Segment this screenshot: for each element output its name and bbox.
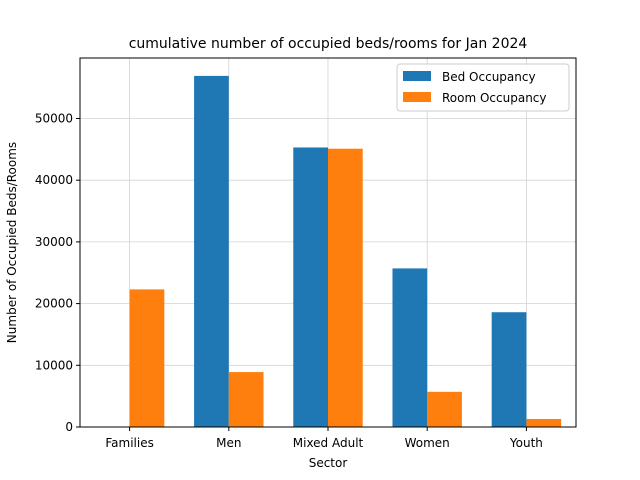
- y-tick-label: 0: [65, 420, 73, 434]
- x-tick-label: Families: [105, 436, 153, 450]
- bar-room-occupancy: [129, 289, 165, 427]
- chart-title: cumulative number of occupied beds/rooms…: [129, 36, 528, 52]
- axis-ticks: 0 10000 20000 30000 40000 50000 Families Men Mix…: [35, 111, 543, 450]
- legend-box: [396, 63, 570, 112]
- bar-room-occupancy: [328, 148, 363, 428]
- bar-bed-occupancy: [293, 147, 328, 427]
- legend-label: Room Occupancy: [442, 91, 547, 105]
- y-tick-label: 50000: [35, 111, 73, 125]
- bar-bed-occupancy: [392, 268, 428, 427]
- x-tick-label: Men: [216, 436, 241, 450]
- x-tick-label: Women: [405, 436, 450, 450]
- y-axis-label: Number of Occupied Beds/Rooms: [5, 142, 19, 343]
- x-tick-label: Mixed Adult: [293, 436, 364, 450]
- bar-bed-occupancy: [194, 75, 229, 427]
- y-tick-label: 30000: [35, 235, 73, 249]
- bar-room-occupancy: [526, 418, 562, 427]
- legend-swatch: [403, 92, 431, 102]
- x-tick-label: Youth: [509, 436, 543, 450]
- y-tick-label: 20000: [35, 297, 73, 311]
- legend-swatch: [403, 71, 431, 81]
- y-tick-label: 10000: [35, 358, 73, 372]
- x-axis-label: Sector: [309, 456, 348, 470]
- bars: [129, 75, 562, 428]
- legend-label: Bed Occupancy: [442, 70, 536, 84]
- y-tick-label: 40000: [35, 173, 73, 187]
- bar-bed-occupancy: [491, 312, 527, 427]
- bar-room-occupancy: [228, 372, 264, 427]
- bar-room-occupancy: [427, 391, 462, 427]
- legend: Bed Occupancy Room Occupancy: [396, 63, 570, 112]
